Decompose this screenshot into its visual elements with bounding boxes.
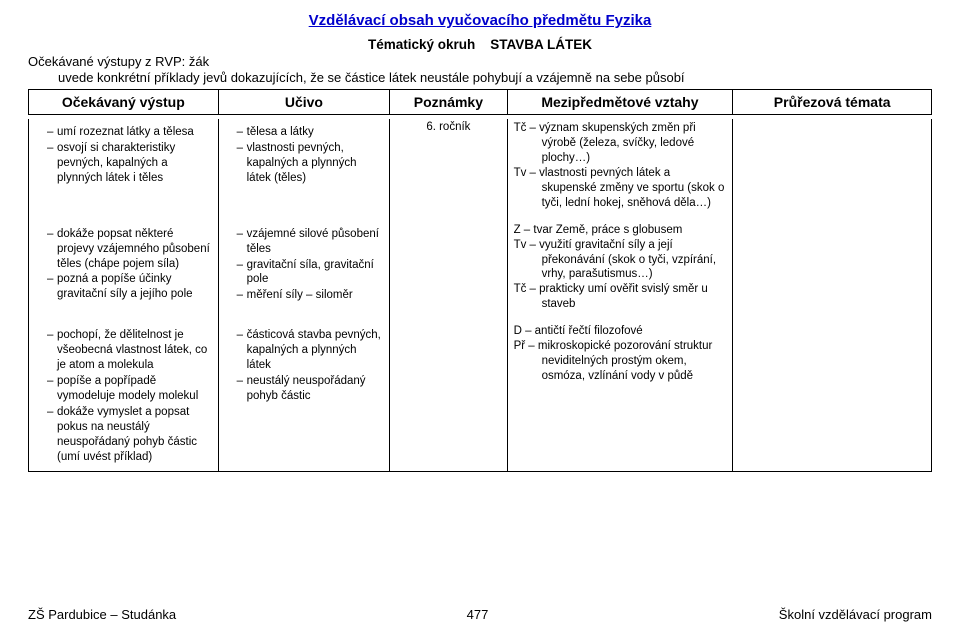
cell-cross-themes (733, 221, 932, 315)
cell-outcome: pochopí, že dělitelnost je všeobecná vla… (29, 322, 219, 471)
relation-line: Tč – prakticky umí ověřit svislý směr u … (514, 282, 727, 312)
rvp-line: Očekávané výstupy z RVP: žák (28, 54, 932, 69)
table-row: umí rozeznat látky a tělesaosvojí si cha… (29, 119, 932, 213)
cell-relations: Tč – význam skupenských změn při výrobě … (507, 119, 733, 213)
col-header-1: Očekávaný výstup (29, 90, 219, 115)
col-header-2: Učivo (218, 90, 390, 115)
cell-note (390, 221, 507, 315)
rvp-subline: uvede konkrétní příklady jevů dokazující… (28, 70, 932, 85)
cell-note: 6. ročník (390, 119, 507, 213)
cell-cross-themes (733, 322, 932, 471)
footer-center: 477 (467, 607, 489, 622)
relation-line: Z – tvar Země, práce s globusem (514, 223, 727, 238)
list-item: osvojí si charakteristiky pevných, kapal… (47, 141, 212, 186)
relation-line: Tv – vlastnosti pevných látek a skupensk… (514, 166, 727, 211)
relation-line: Př – mikroskopické pozorování struktur n… (514, 339, 727, 384)
cell-outcome: umí rozeznat látky a tělesaosvojí si cha… (29, 119, 219, 213)
cell-relations: D – antičtí řečtí filozofovéPř – mikrosk… (507, 322, 733, 471)
list-item: popíše a popřípadě vymodeluje modely mol… (47, 374, 212, 404)
cell-curriculum: vzájemné silové působení tělesgravitační… (218, 221, 390, 315)
spacer-row (29, 213, 932, 221)
cell-curriculum: částicová stavba pevných, kapalných a pl… (218, 322, 390, 471)
cell-relations: Z – tvar Země, práce s globusemTv – využ… (507, 221, 733, 315)
col-header-5: Průřezová témata (733, 90, 932, 115)
thematic-heading: Tématický okruh STAVBA LÁTEK (28, 37, 932, 52)
cell-outcome: dokáže popsat některé projevy vzájemného… (29, 221, 219, 315)
list-item: vlastnosti pevných, kapalných a plynných… (237, 141, 384, 186)
col-header-4: Mezipředmětové vztahy (507, 90, 733, 115)
relation-line: Tv – využití gravitační síly a její přek… (514, 238, 727, 283)
list-item: pozná a popíše účinky gravitační síly a … (47, 272, 212, 302)
relation-line: Tč – význam skupenských změn při výrobě … (514, 121, 727, 166)
thematic-label: Tématický okruh (368, 37, 475, 52)
relation-line: D – antičtí řečtí filozofové (514, 324, 727, 339)
list-item: umí rozeznat látky a tělesa (47, 125, 212, 140)
list-item: částicová stavba pevných, kapalných a pl… (237, 328, 384, 373)
footer-right: Školní vzdělávací program (779, 607, 932, 622)
list-item: dokáže vymyslet a popsat pokus na neustá… (47, 405, 212, 465)
list-item: dokáže popsat některé projevy vzájemného… (47, 227, 212, 272)
list-item: vzájemné silové působení těles (237, 227, 384, 257)
cell-cross-themes (733, 119, 932, 213)
header-table: Očekávaný výstup Učivo Poznámky Mezipřed… (28, 89, 932, 115)
list-item: neustálý neuspořádaný pohyb částic (237, 374, 384, 404)
cell-note (390, 322, 507, 471)
page-footer: ZŠ Pardubice – Studánka 477 Školní vzděl… (28, 607, 932, 622)
footer-left: ZŠ Pardubice – Studánka (28, 607, 176, 622)
list-item: tělesa a látky (237, 125, 384, 140)
table-row: pochopí, že dělitelnost je všeobecná vla… (29, 322, 932, 471)
list-item: měření síly – siloměr (237, 288, 384, 303)
col-header-3: Poznámky (390, 90, 507, 115)
cell-curriculum: tělesa a látkyvlastnosti pevných, kapaln… (218, 119, 390, 213)
content-table: umí rozeznat látky a tělesaosvojí si cha… (28, 119, 932, 472)
list-item: gravitační síla, gravitační pole (237, 258, 384, 288)
page-title: Vzdělávací obsah vyučovacího předmětu Fy… (28, 12, 932, 29)
thematic-value: STAVBA LÁTEK (490, 37, 592, 52)
list-item: pochopí, že dělitelnost je všeobecná vla… (47, 328, 212, 373)
table-row: dokáže popsat některé projevy vzájemného… (29, 221, 932, 315)
spacer-row (29, 314, 932, 322)
